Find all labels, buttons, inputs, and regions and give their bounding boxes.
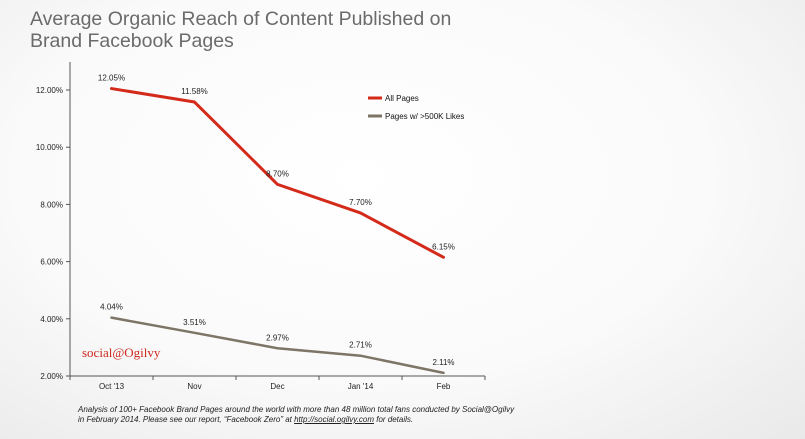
data-label: 11.58% <box>181 87 208 96</box>
y-tick-label: 12.00% <box>36 86 63 95</box>
data-label: 2.97% <box>266 333 289 342</box>
data-label: 2.11% <box>432 358 454 367</box>
footnote: Analysis of 100+ Facebook Brand Pages ar… <box>78 405 518 425</box>
legend-label: Pages w/ >500K Likes <box>385 112 464 121</box>
x-tick-label: Dec <box>270 382 284 391</box>
chart-axes: 2.00% 4.00% 6.00% 8.00% 10.00% 12.00% Oct '13 N… <box>36 62 486 391</box>
data-labels: 12.05% 11.58% 8.70% 7.70% 6.15% 4.04% 3.51% 2.9… <box>98 74 455 367</box>
series-line-large-pages <box>110 316 445 375</box>
chart-legend: All Pages Pages w/ >500K Likes <box>368 94 464 121</box>
x-tick-label: Feb <box>437 382 451 391</box>
data-label: 8.70% <box>266 169 289 178</box>
footnote-link[interactable]: http://social.ogilvy.com <box>294 415 374 424</box>
chart-title: Average Organic Reach of Content Publish… <box>30 8 590 52</box>
x-tick-label: Nov <box>187 382 201 391</box>
data-label: 6.15% <box>432 242 455 251</box>
brand-logo-text: social@Ogilvy <box>82 345 161 360</box>
x-tick-label: Jan '14 <box>348 382 374 391</box>
legend-label: All Pages <box>385 94 419 103</box>
y-tick-label: 6.00% <box>40 258 63 267</box>
data-label: 7.70% <box>349 198 372 207</box>
y-tick-label: 10.00% <box>36 143 63 152</box>
y-tick-label: 8.00% <box>40 200 63 209</box>
chart-title-line2: Brand Facebook Pages <box>30 30 234 52</box>
y-tick-label: 2.00% <box>40 372 63 381</box>
x-tick-label: Oct '13 <box>99 382 125 391</box>
data-label: 4.04% <box>100 303 123 312</box>
series-line-all-pages <box>110 87 445 259</box>
data-label: 3.51% <box>183 318 206 327</box>
footnote-text-end: for details. <box>374 415 414 424</box>
data-label: 12.05% <box>98 74 125 83</box>
chart-title-line1: Average Organic Reach of Content Publish… <box>30 8 452 30</box>
y-tick-label: 4.00% <box>40 315 63 324</box>
footnote-text: Analysis of 100+ Facebook Brand Pages ar… <box>78 405 515 424</box>
series-lines <box>110 87 445 375</box>
data-label: 2.71% <box>349 341 372 350</box>
